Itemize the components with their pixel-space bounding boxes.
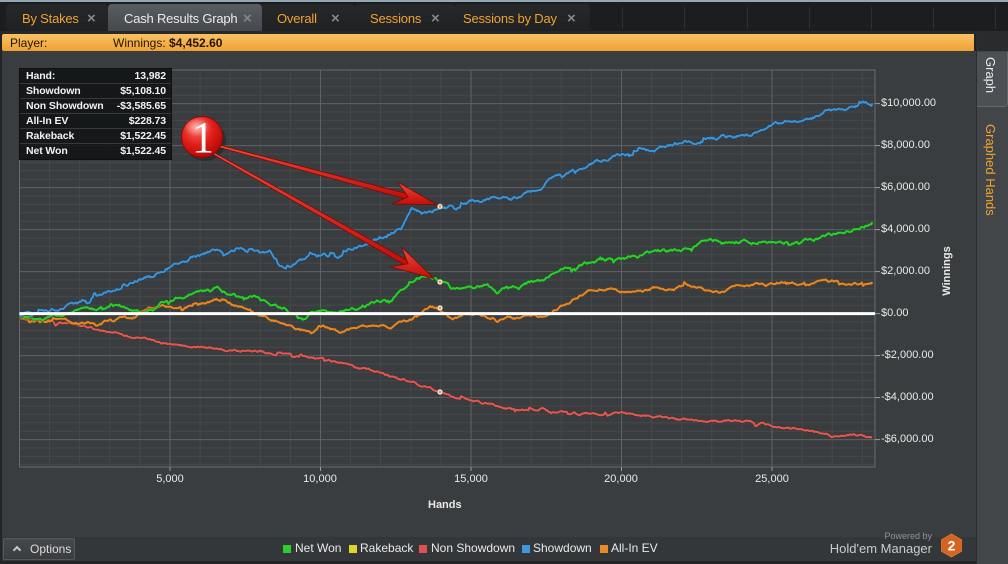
svg-text:1: 1 bbox=[192, 113, 214, 162]
svg-text:2: 2 bbox=[948, 538, 956, 554]
